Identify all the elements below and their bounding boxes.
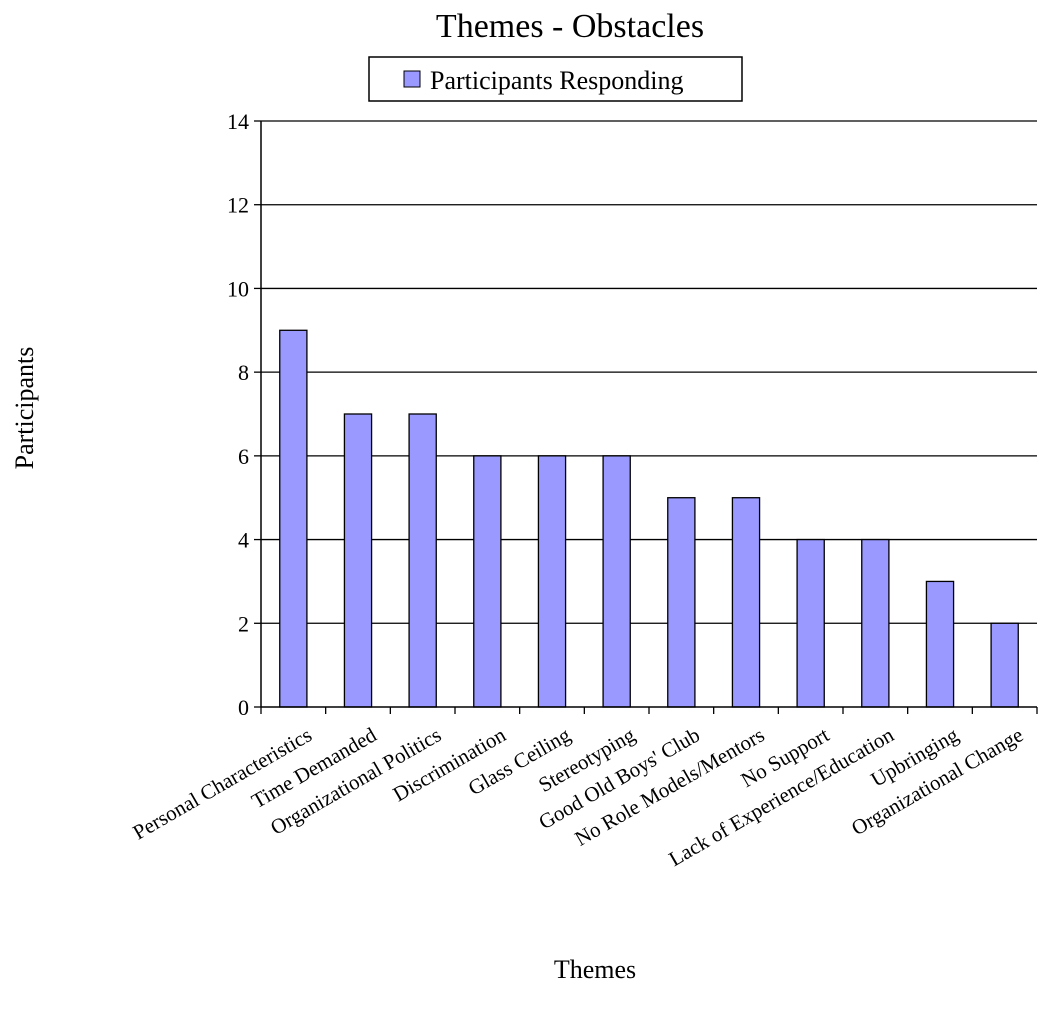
bar — [279, 329, 308, 708]
y-tick-label: 12 — [227, 193, 249, 218]
y-tick-label: 14 — [227, 109, 249, 134]
y-axis-title: Participants — [10, 347, 39, 470]
y-tick-label: 0 — [238, 695, 249, 720]
axes — [254, 120, 1038, 714]
legend-box — [368, 56, 743, 102]
y-tick-label: 8 — [238, 360, 249, 385]
y-tick-label: 2 — [238, 611, 249, 636]
legend-swatch — [403, 70, 421, 88]
x-axis-title: Themes — [554, 955, 636, 984]
bar — [990, 622, 1019, 708]
bar — [861, 538, 890, 708]
gridlines — [261, 120, 1037, 624]
y-tick-labels: 0 2 4 6 8 10 12 14 — [227, 109, 249, 720]
bar — [602, 455, 631, 708]
y-tick-label: 6 — [238, 444, 249, 469]
bar — [925, 580, 955, 708]
y-tick-label: 4 — [238, 528, 249, 553]
legend: Participants Responding — [368, 56, 743, 102]
bar — [537, 455, 567, 708]
bar — [408, 413, 437, 708]
chart-title: Themes - Obstacles — [436, 8, 704, 45]
bar — [473, 455, 502, 708]
bar — [796, 538, 825, 708]
legend-label: Participants Responding — [430, 66, 683, 95]
bar — [667, 497, 696, 708]
bars — [279, 329, 1019, 708]
bar — [343, 413, 373, 708]
bar — [731, 497, 761, 708]
y-tick-label: 10 — [227, 276, 249, 301]
